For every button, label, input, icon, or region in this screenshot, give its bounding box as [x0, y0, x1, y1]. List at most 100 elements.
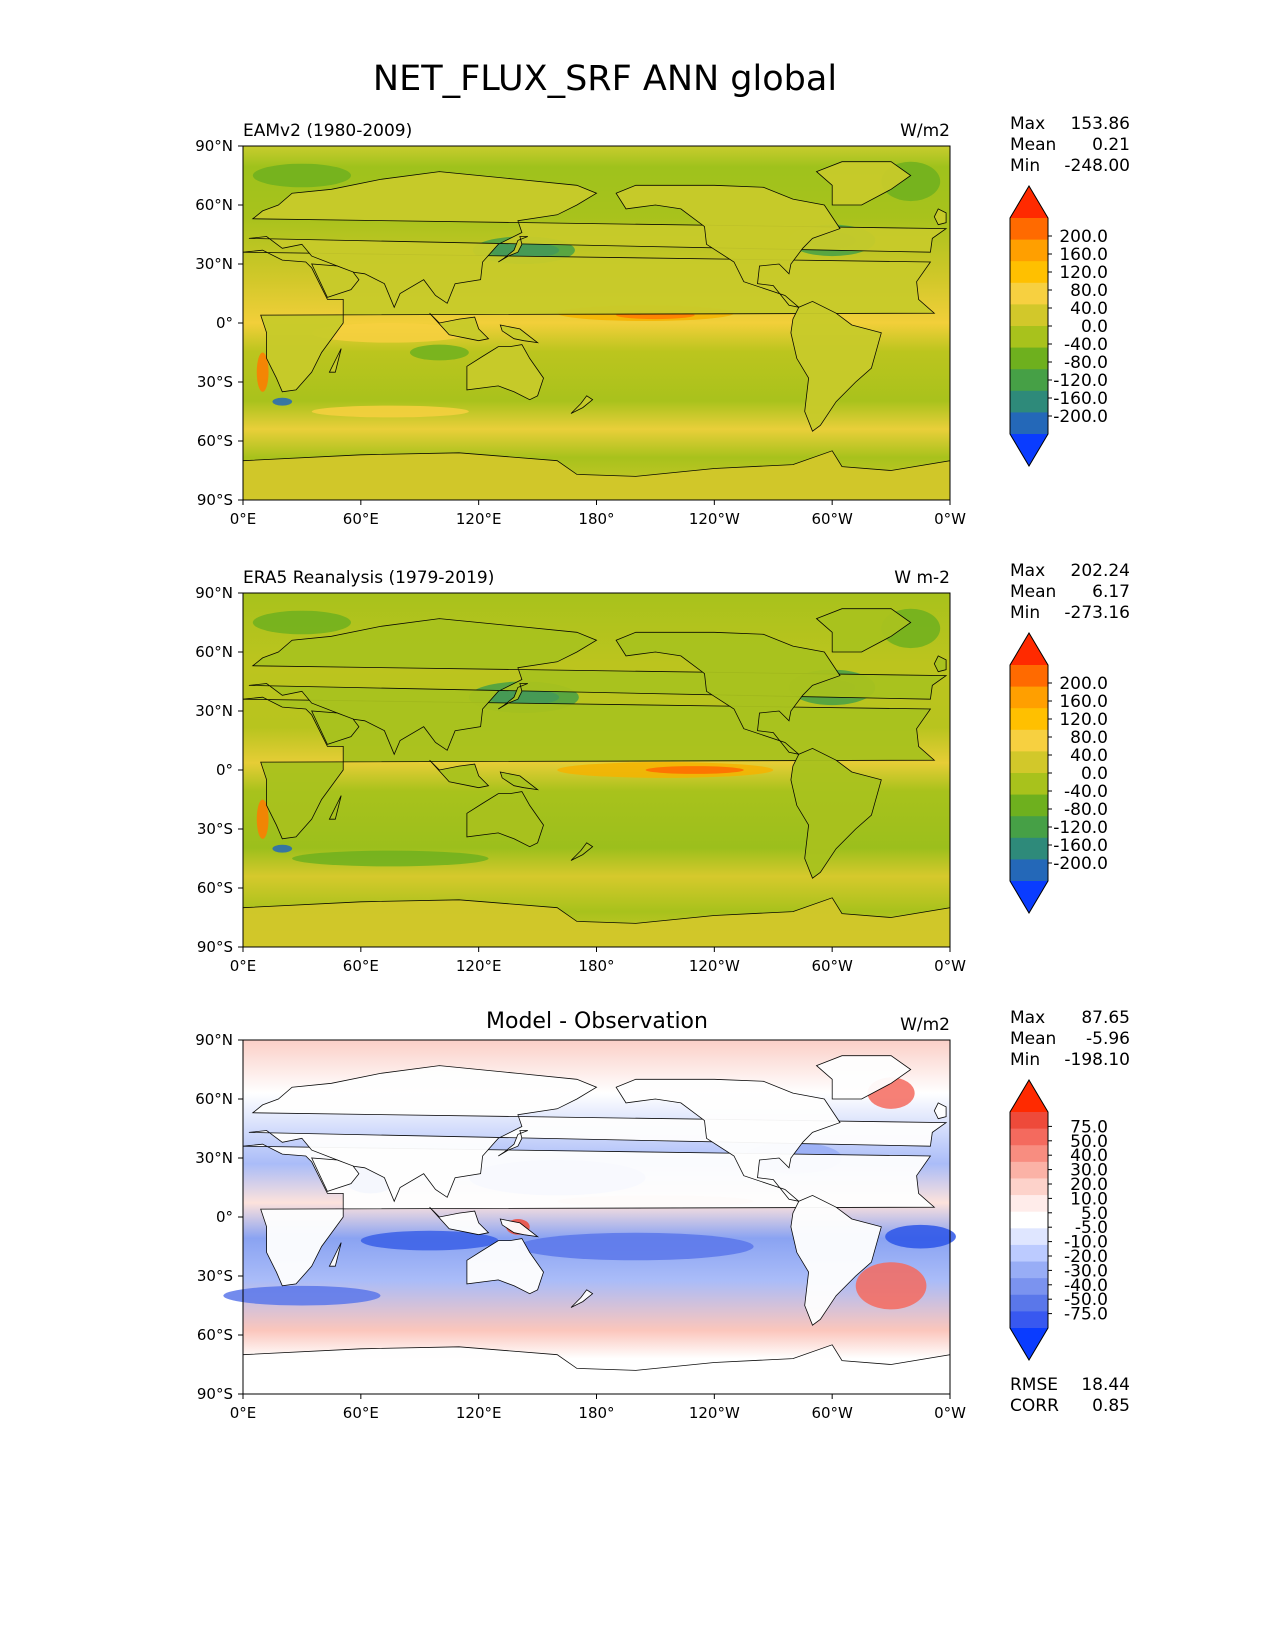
colorbar-segment	[1010, 412, 1048, 435]
y-tick-label: 90°S	[197, 938, 233, 956]
coastline-nz	[570, 1289, 594, 1308]
x-tick-label: 120°E	[456, 957, 502, 975]
colorbar-label: 40.0	[1070, 1146, 1108, 1166]
extra-stat-value: 18.44	[1081, 1375, 1130, 1395]
field-feature	[252, 163, 352, 188]
colorbar-label: 80.0	[1070, 728, 1108, 748]
x-tick-label: 0°E	[230, 1404, 257, 1422]
y-tick-label: 60°N	[195, 196, 233, 214]
y-tick-label: 60°S	[197, 1326, 233, 1344]
stat-value: -248.00	[1064, 156, 1130, 176]
colorbar-label: -50.0	[1064, 1290, 1108, 1310]
y-tick-label: 60°S	[197, 432, 233, 450]
stat-label: Max	[1010, 561, 1045, 581]
coastline-madagascar	[328, 348, 342, 373]
colorbar-segment	[1010, 773, 1048, 796]
stat-label: Mean	[1010, 1029, 1056, 1049]
colorbar-extend-max	[1010, 1080, 1048, 1112]
y-tick-label: 90°N	[195, 137, 233, 155]
colorbar-label: -120.0	[1053, 818, 1108, 838]
field-feature	[360, 1230, 499, 1251]
colorbar-segment	[1010, 1195, 1048, 1213]
x-tick-label: 0°W	[934, 510, 966, 528]
coastline-indonesia	[429, 1206, 490, 1236]
stat-value: 202.24	[1071, 561, 1130, 581]
stat-label: Mean	[1010, 582, 1056, 602]
colorbar-label: 0.0	[1081, 764, 1108, 784]
panel-units: W m-2	[894, 568, 950, 588]
y-tick-label: 0°	[216, 761, 233, 779]
field-feature	[256, 352, 269, 392]
colorbar-segment	[1010, 261, 1048, 284]
field-feature	[311, 323, 469, 343]
colorbar-label: 160.0	[1059, 692, 1108, 712]
coastline-australia	[466, 1238, 544, 1295]
colorbar-extend-min	[1010, 881, 1048, 913]
colorbar-segment	[1010, 859, 1048, 882]
colorbar-extend-max	[1010, 186, 1048, 218]
y-tick-label: 90°S	[197, 491, 233, 509]
extra-stat-label: RMSE	[1010, 1375, 1058, 1395]
field-feature	[855, 1262, 927, 1310]
colorbar-label: -160.0	[1053, 836, 1108, 856]
colorbar-segment	[1010, 837, 1048, 860]
x-tick-label: 120°W	[689, 510, 740, 528]
panel-title: EAMv2 (1980-2009)	[243, 121, 412, 141]
stat-label: Min	[1010, 156, 1040, 176]
coastline-greenland	[815, 161, 912, 206]
coastline-uk	[933, 208, 947, 226]
stat-label: Max	[1010, 1008, 1045, 1028]
y-tick-label: 30°N	[195, 1149, 233, 1167]
colorbar-label: 0.0	[1081, 317, 1108, 337]
field-feature	[223, 1285, 381, 1306]
colorbar-segment	[1010, 1211, 1048, 1229]
colorbar-segment	[1010, 1112, 1048, 1130]
coastline-eurasia	[248, 171, 948, 309]
y-tick-label: 0°	[216, 1208, 233, 1226]
colorbar-outline	[1009, 632, 1049, 914]
x-tick-label: 0°E	[230, 957, 257, 975]
colorbar-label: -160.0	[1053, 389, 1108, 409]
stat-label: Min	[1010, 1050, 1040, 1070]
panel-title: Model - Observation	[486, 1009, 708, 1034]
y-tick-label: 30°S	[197, 373, 233, 391]
colorbar-label: -20.0	[1064, 1247, 1108, 1267]
stat-value: 87.65	[1081, 1008, 1130, 1028]
coastline-greenland	[815, 608, 912, 653]
coastline-arabia	[311, 710, 360, 745]
field-feature	[517, 1232, 754, 1261]
coastline-namerica	[615, 184, 841, 309]
colorbar-segment	[1010, 1145, 1048, 1163]
colorbar-label: -5.0	[1075, 1218, 1108, 1238]
x-tick-label: 0°W	[934, 957, 966, 975]
x-tick-label: 120°W	[689, 957, 740, 975]
colorbar-segment	[1010, 1161, 1048, 1179]
field-feature	[885, 1224, 956, 1249]
colorbar-outline	[1009, 185, 1049, 467]
stat-value: -273.16	[1064, 603, 1130, 623]
colorbar-segment	[1010, 686, 1048, 709]
panel-title: ERA5 Reanalysis (1979-2019)	[243, 568, 494, 588]
colorbar-label: -30.0	[1064, 1261, 1108, 1281]
field-feature	[272, 844, 293, 853]
stat-label: Max	[1010, 114, 1045, 134]
colorbar-label: 120.0	[1059, 710, 1108, 730]
colorbar-label: 120.0	[1059, 263, 1108, 283]
field-feature	[311, 405, 469, 418]
coastline-japan	[498, 683, 528, 710]
y-tick-label: 30°S	[197, 1267, 233, 1285]
colorbar-label: -75.0	[1064, 1305, 1108, 1325]
y-tick-label: 30°N	[195, 255, 233, 273]
field-feature	[645, 766, 744, 774]
panel-units: W/m2	[900, 1015, 950, 1035]
coastline-australia	[466, 791, 544, 848]
extra-stat-label: CORR	[1010, 1396, 1059, 1416]
colorbar-segment	[1010, 1311, 1048, 1329]
coastline-indonesia	[429, 759, 490, 789]
colorbar-label: 50.0	[1070, 1132, 1108, 1152]
colorbar-segment	[1010, 1128, 1048, 1146]
colorbar-outline	[1009, 1079, 1049, 1361]
panel-1: 0°E 60°E 120°E 180° 120°W 60°W 0°W 90°N 60°N 30°N…	[195, 114, 1130, 528]
field-feature	[252, 610, 352, 635]
colorbar-label: -40.0	[1064, 335, 1108, 355]
